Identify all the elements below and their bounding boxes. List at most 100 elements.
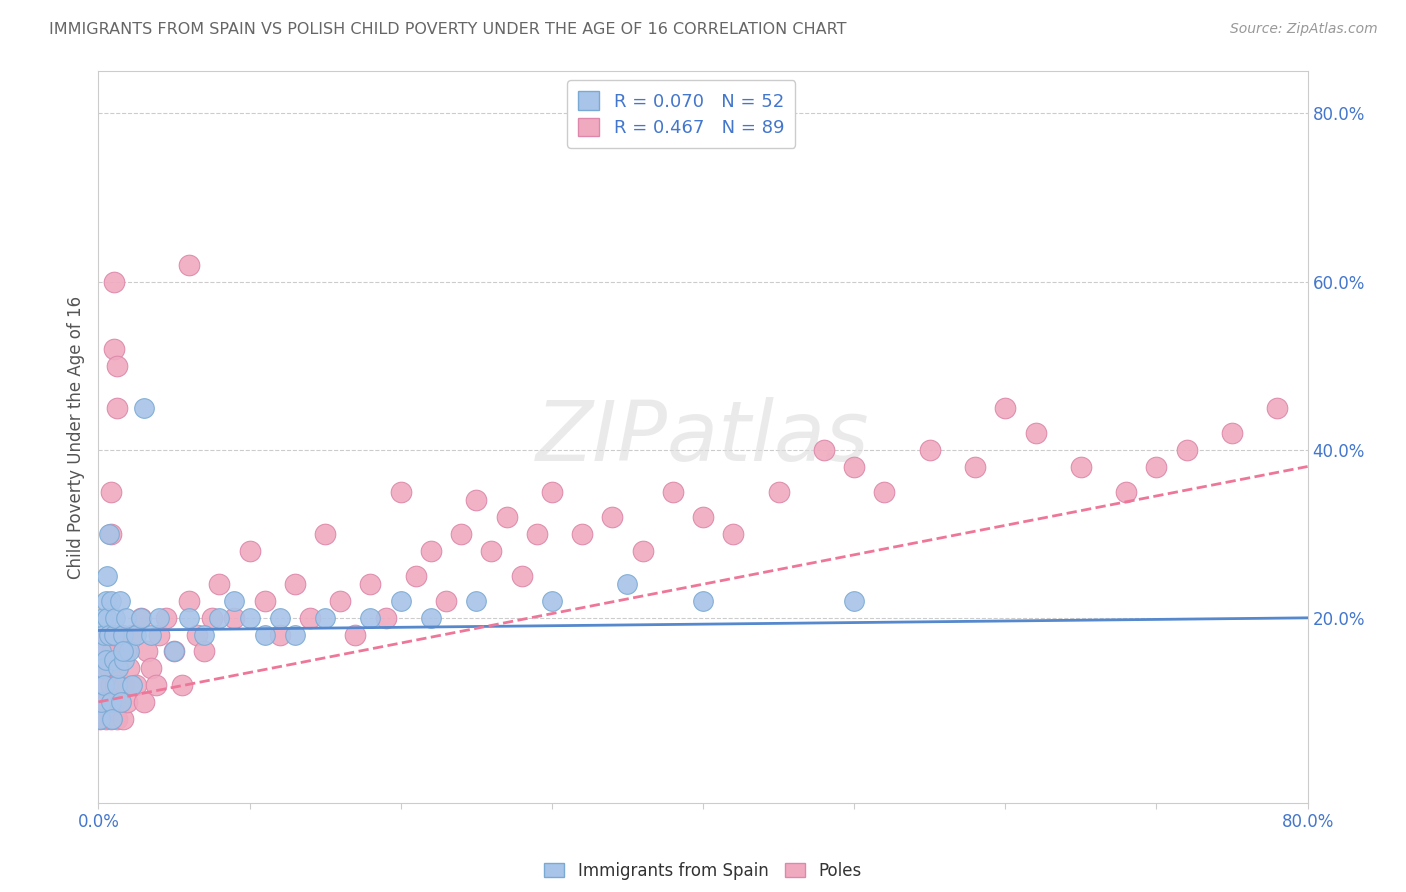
Point (93, 678, 115, 692)
Point (540, 594, 562, 608)
Point (101, 712, 124, 726)
Point (94, 712, 117, 726)
Point (103, 653, 125, 667)
Point (208, 577, 231, 591)
Point (526, 526, 548, 541)
Point (89, 712, 111, 726)
Point (94, 653, 117, 667)
Point (96, 695, 118, 709)
Point (224, 611, 246, 625)
Point (111, 644, 134, 658)
Point (141, 627, 163, 641)
Point (1144, 459, 1167, 474)
Point (96, 611, 118, 625)
Point (103, 275, 125, 289)
Point (98, 661, 121, 675)
Point (135, 644, 157, 658)
Point (269, 611, 291, 625)
Point (420, 611, 443, 625)
Point (105, 712, 128, 726)
Point (105, 401, 128, 415)
Point (145, 678, 167, 692)
Point (112, 678, 135, 692)
Point (602, 510, 624, 524)
Point (344, 627, 367, 641)
Point (90, 644, 112, 658)
Point (692, 510, 714, 524)
Point (104, 678, 127, 692)
Point (105, 678, 128, 692)
Point (107, 661, 129, 675)
Point (107, 661, 129, 675)
Point (224, 594, 246, 608)
Point (110, 695, 132, 709)
Text: Source: ZipAtlas.com: Source: ZipAtlas.com (1230, 22, 1378, 37)
Point (374, 611, 396, 625)
Point (1115, 484, 1137, 499)
Point (111, 627, 134, 641)
Point (179, 594, 201, 608)
Point (661, 484, 683, 499)
Point (1267, 401, 1289, 415)
Point (405, 569, 427, 583)
Point (723, 526, 745, 541)
Point (1024, 425, 1046, 440)
Point (239, 543, 262, 558)
Point (163, 644, 186, 658)
Point (918, 442, 941, 457)
Point (125, 678, 148, 692)
Point (389, 594, 412, 608)
Point (90, 695, 112, 709)
Point (239, 611, 262, 625)
Point (1070, 459, 1092, 474)
Point (179, 258, 201, 272)
Point (114, 644, 136, 658)
Point (93, 627, 115, 641)
Point (129, 611, 152, 625)
Point (540, 484, 562, 499)
Point (115, 695, 138, 709)
Point (1220, 425, 1243, 440)
Point (170, 678, 193, 692)
Point (93, 661, 115, 675)
Point (360, 611, 382, 625)
Point (103, 695, 125, 709)
Point (118, 644, 141, 658)
Point (129, 611, 152, 625)
Point (132, 401, 155, 415)
Point (108, 695, 131, 709)
Point (284, 577, 307, 591)
Point (873, 484, 896, 499)
Point (450, 526, 472, 541)
Point (994, 401, 1017, 415)
Point (269, 627, 291, 641)
Point (495, 510, 517, 524)
Point (434, 594, 457, 608)
Point (114, 611, 136, 625)
Point (844, 459, 866, 474)
Point (420, 543, 443, 558)
Point (284, 627, 307, 641)
Point (465, 594, 488, 608)
Point (329, 594, 352, 608)
Point (253, 594, 276, 608)
Point (132, 695, 155, 709)
Point (481, 543, 503, 558)
Point (148, 627, 170, 641)
Point (141, 661, 163, 675)
Point (108, 594, 131, 608)
Point (103, 342, 125, 356)
Point (91, 611, 114, 625)
Point (94, 594, 117, 608)
Text: ZIPatlas: ZIPatlas (536, 397, 870, 477)
Point (813, 442, 835, 457)
Point (98, 526, 121, 541)
Point (768, 484, 790, 499)
Point (844, 594, 866, 608)
Point (100, 695, 122, 709)
Point (105, 359, 128, 373)
Point (389, 484, 412, 499)
Point (96, 627, 118, 641)
Point (103, 627, 125, 641)
Point (100, 712, 122, 726)
